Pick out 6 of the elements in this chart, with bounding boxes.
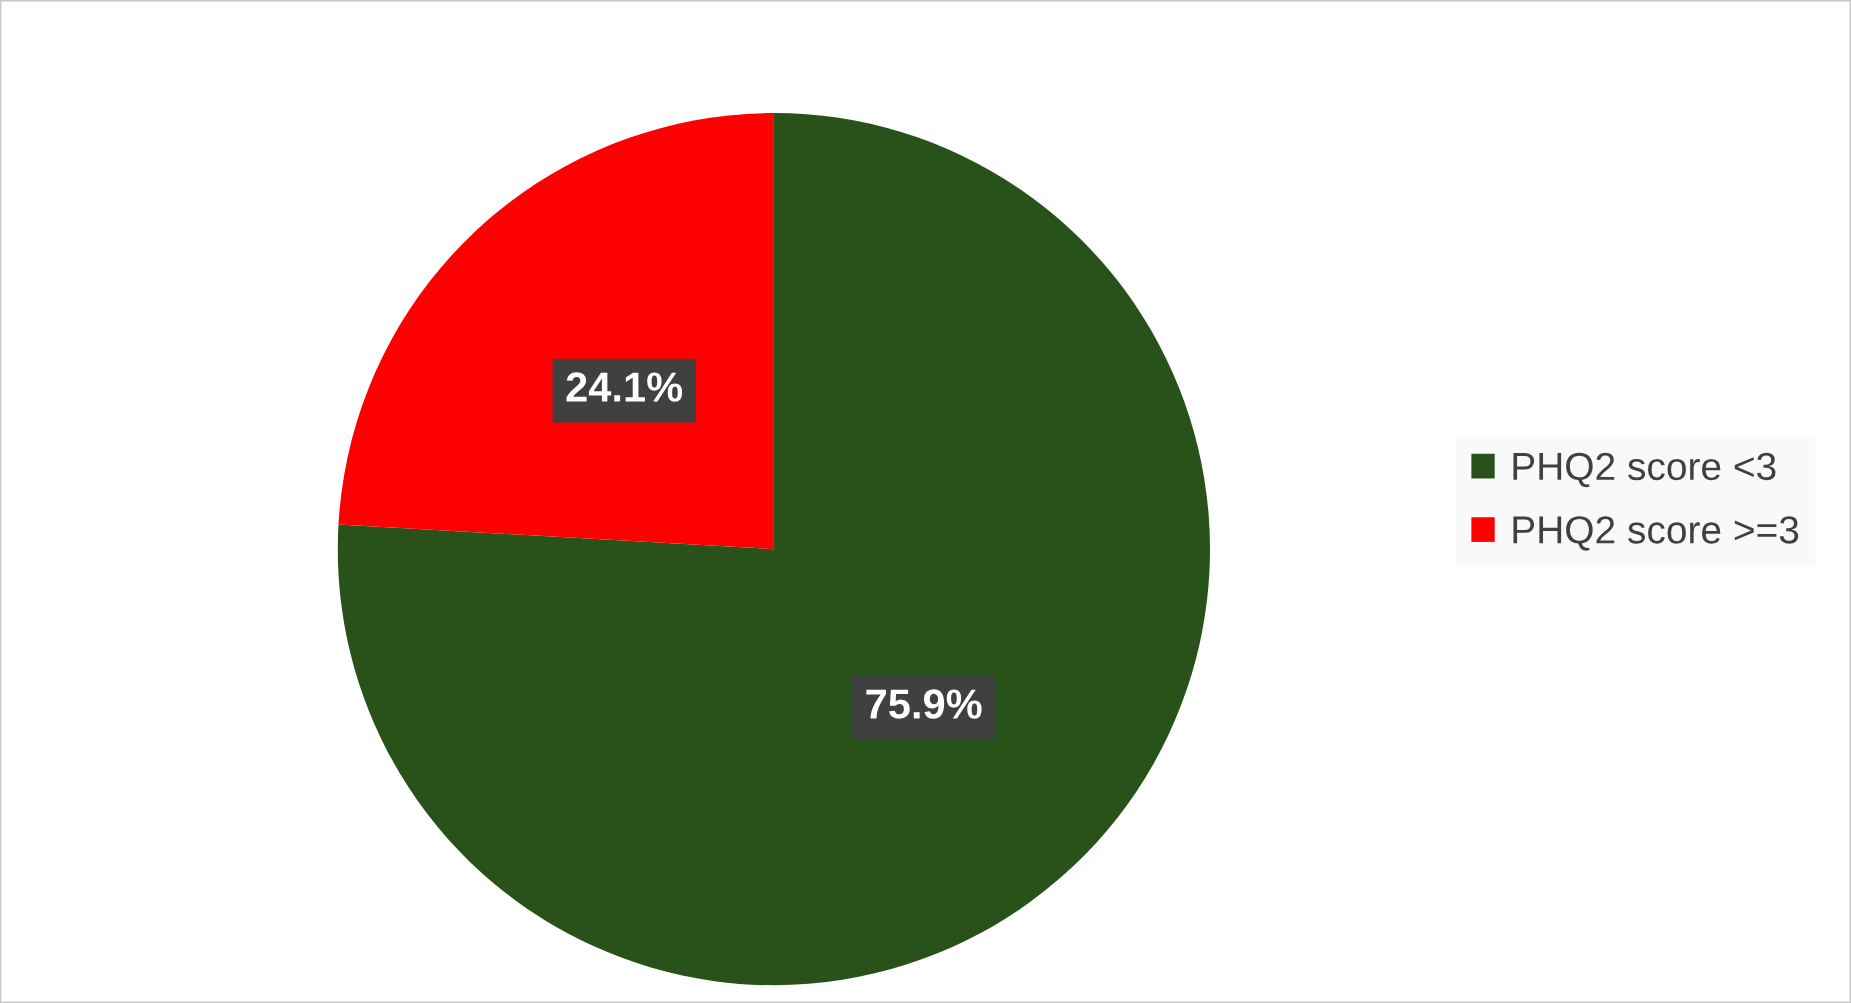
legend-label: PHQ2 score <3 (1513, 452, 1776, 488)
pie-slice (338, 113, 774, 550)
data-label: 24.1% (566, 372, 683, 402)
legend-label: PHQ2 score >=3 (1513, 516, 1799, 551)
pie-slice (337, 113, 1210, 986)
data-label: 75.9% (866, 689, 982, 719)
